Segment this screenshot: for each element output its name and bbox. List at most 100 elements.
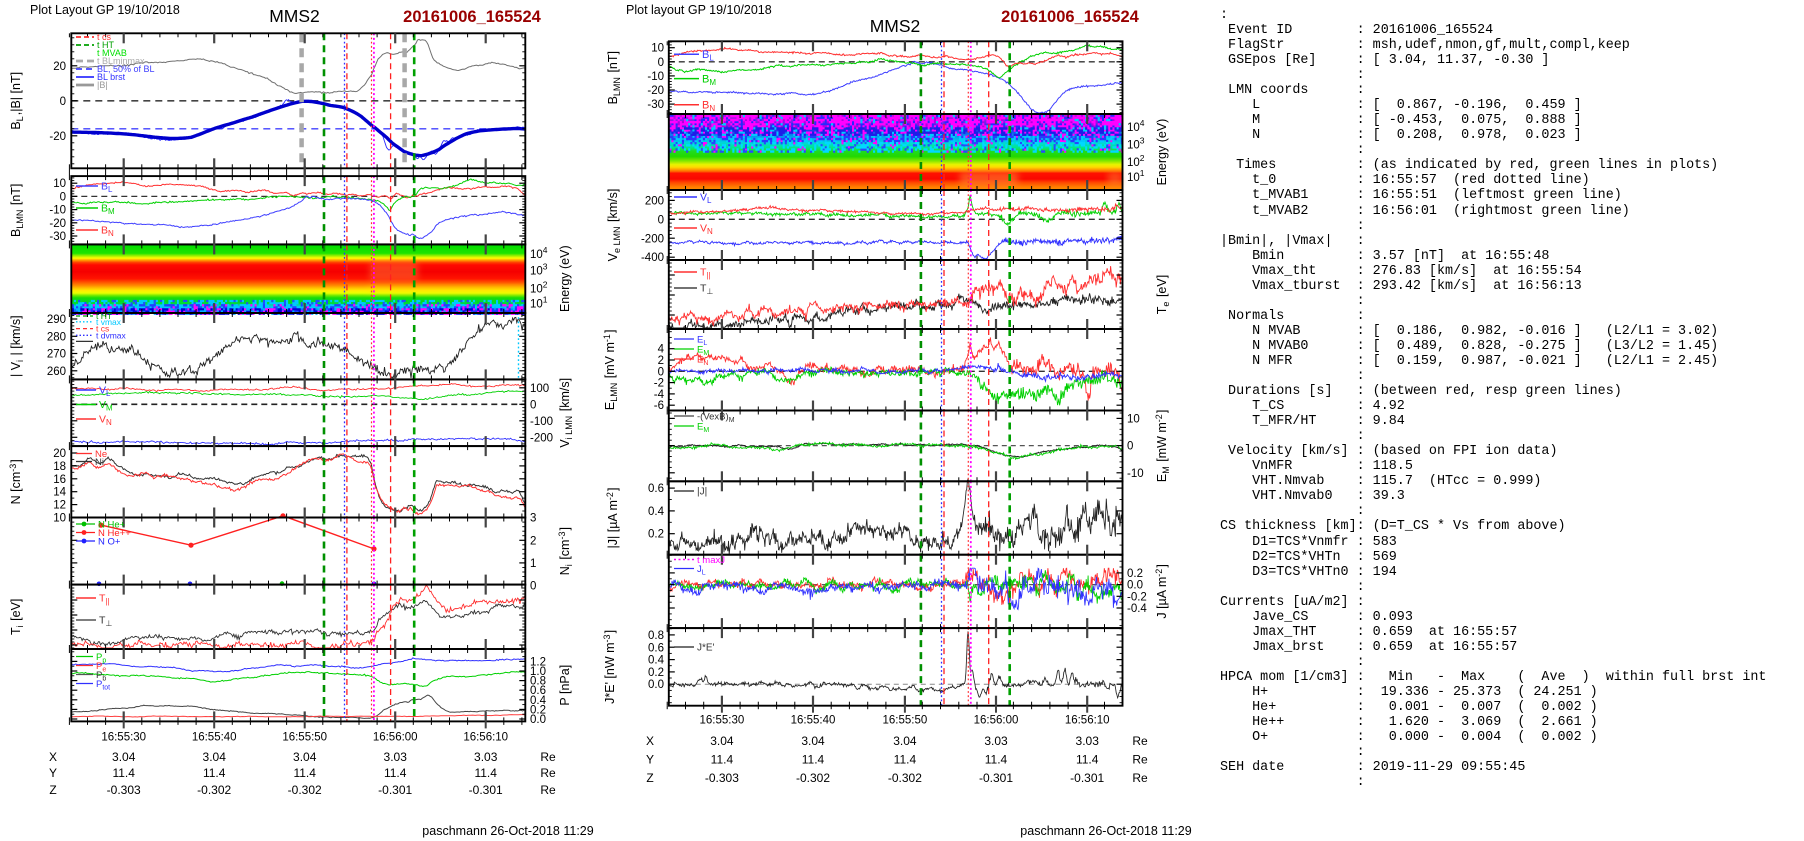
svg-text:EM: EM: [697, 344, 710, 357]
svg-text:10: 10: [53, 178, 66, 190]
svg-text:2: 2: [530, 535, 536, 547]
svg-text:-0.2: -0.2: [1127, 591, 1147, 603]
svg-text:VN: VN: [700, 223, 714, 237]
svg-text:Pb: Pb: [96, 670, 107, 683]
svg-text:Vi LMN [km/s]: Vi LMN [km/s]: [558, 378, 574, 448]
svg-text:200: 200: [645, 195, 664, 207]
svg-text:20161006_165524: 20161006_165524: [1001, 8, 1139, 26]
svg-text:J [µA m-2 ]: J [µA m-2 ]: [1154, 564, 1169, 618]
svg-text:-400: -400: [641, 252, 664, 264]
svg-text:10: 10: [651, 43, 664, 55]
svg-text:Plot layout GP 19/10/2018: Plot layout GP 19/10/2018: [626, 3, 772, 17]
svg-text:3: 3: [530, 513, 536, 525]
svg-text:-0.303: -0.303: [705, 771, 739, 785]
svg-text:T||: T||: [99, 593, 110, 607]
svg-text:3.03: 3.03: [1076, 734, 1100, 748]
svg-text:t maxJ: t maxJ: [697, 555, 725, 566]
svg-text:0.0: 0.0: [648, 679, 664, 691]
svg-text:0.2: 0.2: [648, 529, 664, 541]
svg-text:N O+: N O+: [98, 536, 121, 547]
svg-text:t BLminmax: t BLminmax: [97, 56, 145, 66]
svg-text:Re: Re: [540, 783, 556, 797]
svg-text:0.2: 0.2: [648, 667, 664, 679]
svg-text:VM: VM: [99, 399, 114, 413]
svg-text:Pe: Pe: [96, 661, 107, 674]
svg-text:BN: BN: [101, 225, 115, 239]
svg-text:Energy (eV): Energy (eV): [558, 245, 572, 312]
svg-text:0.6: 0.6: [648, 642, 664, 654]
svg-text:EM [mW m-2 ]: EM [mW m-2 ]: [1154, 410, 1171, 482]
svg-text:VL: VL: [700, 192, 712, 206]
svg-text:0.2: 0.2: [1127, 568, 1143, 580]
svg-text:11.4: 11.4: [293, 766, 316, 780]
svg-text:-30: -30: [49, 231, 66, 243]
svg-text:16:55:50: 16:55:50: [883, 714, 928, 726]
svg-text:0: 0: [658, 366, 664, 378]
svg-text:MMS2: MMS2: [870, 16, 921, 36]
svg-text:16:56:00: 16:56:00: [373, 731, 418, 743]
svg-text:18: 18: [53, 461, 66, 473]
svg-text:t HT: t HT: [97, 40, 115, 50]
svg-text:Pp: Pp: [96, 652, 107, 665]
svg-text:Te [eV]: Te [eV]: [1155, 275, 1171, 314]
svg-text:0.0: 0.0: [530, 714, 546, 726]
svg-text:-6: -6: [654, 400, 664, 412]
svg-text:Re: Re: [540, 750, 556, 764]
svg-text:-10: -10: [1127, 468, 1144, 480]
svg-text:EM: EM: [697, 421, 710, 434]
svg-text:t dvmax: t dvmax: [96, 330, 127, 340]
svg-text:BL brst: BL brst: [97, 72, 126, 82]
svg-text:0: 0: [60, 191, 66, 203]
svg-text:0.4: 0.4: [648, 506, 665, 518]
svg-text:BN: BN: [702, 100, 716, 114]
svg-text:20: 20: [53, 448, 66, 460]
svg-text:t cs: t cs: [96, 324, 109, 334]
svg-text:16:55:30: 16:55:30: [101, 731, 146, 743]
svg-text:|J|: |J|: [697, 487, 707, 498]
svg-text:0: 0: [60, 96, 66, 108]
svg-text:Re: Re: [1132, 771, 1148, 785]
svg-text:t cs: t cs: [97, 32, 112, 42]
svg-text:MMS2: MMS2: [269, 6, 320, 26]
svg-text:0.4: 0.4: [530, 695, 547, 707]
svg-text:0.0: 0.0: [1127, 580, 1143, 592]
svg-text:J*E': J*E': [697, 643, 715, 654]
svg-text:11.4: 11.4: [112, 766, 135, 780]
svg-text:0.4: 0.4: [648, 655, 665, 667]
svg-text:0.2: 0.2: [530, 704, 546, 716]
svg-text:BLMN [nT]: BLMN [nT]: [9, 184, 25, 237]
svg-text:-0.302: -0.302: [888, 771, 922, 785]
svg-text:P [nPa]: P [nPa]: [558, 665, 572, 706]
svg-text:0.8: 0.8: [530, 676, 546, 688]
svg-text:EN: EN: [697, 354, 709, 367]
svg-text:0.6: 0.6: [530, 685, 546, 697]
svg-text:Y: Y: [49, 766, 57, 780]
svg-text:100: 100: [530, 383, 549, 395]
svg-text:BM: BM: [101, 203, 116, 217]
svg-text:12: 12: [53, 500, 66, 512]
svg-text:BL: BL: [702, 49, 715, 63]
svg-text:11.4: 11.4: [474, 766, 497, 780]
svg-text:0: 0: [658, 214, 664, 226]
svg-text:BL ,|B| [nT]: BL ,|B| [nT]: [9, 72, 25, 130]
svg-text:16:55:40: 16:55:40: [791, 714, 836, 726]
svg-text:Ptot: Ptot: [96, 679, 111, 692]
svg-text:Z: Z: [49, 783, 56, 797]
svg-text:10: 10: [1127, 413, 1140, 425]
svg-text:-20: -20: [647, 85, 664, 97]
svg-text:16:55:30: 16:55:30: [700, 714, 745, 726]
svg-text:Ne: Ne: [95, 449, 107, 460]
svg-text:t vmax: t vmax: [96, 317, 122, 327]
svg-text:EL: EL: [697, 334, 708, 347]
svg-text:16:55:50: 16:55:50: [282, 731, 327, 743]
svg-text:14: 14: [53, 487, 66, 499]
svg-text:270: 270: [47, 349, 66, 361]
svg-text:-0.301: -0.301: [979, 771, 1013, 785]
svg-text:3.04: 3.04: [112, 750, 136, 764]
svg-text:-0.302: -0.302: [796, 771, 830, 785]
svg-text:|B|: |B|: [97, 80, 108, 90]
svg-text:11.4: 11.4: [985, 753, 1008, 767]
svg-text:-20: -20: [49, 131, 66, 143]
svg-text:16:56:10: 16:56:10: [463, 731, 508, 743]
svg-text:-30: -30: [647, 99, 664, 111]
